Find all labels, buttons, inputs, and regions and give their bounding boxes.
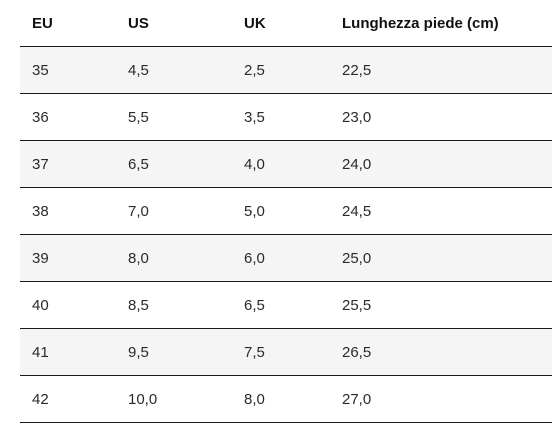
cell-foot-length: 24,5 (330, 187, 552, 235)
cell-us: 9,5 (116, 328, 232, 376)
cell-foot-length: 25,5 (330, 281, 552, 329)
table-row: 39 8,0 6,0 25,0 (20, 234, 552, 282)
header-row: EU US UK Lunghezza piede (cm) (20, 0, 552, 47)
cell-foot-length: 24,0 (330, 140, 552, 188)
cell-uk: 6,5 (232, 281, 330, 329)
cell-uk: 8,0 (232, 375, 330, 423)
cell-uk: 7,5 (232, 328, 330, 376)
cell-eu: 38 (20, 187, 116, 235)
cell-eu: 40 (20, 281, 116, 329)
cell-foot-length: 27,0 (330, 375, 552, 423)
cell-foot-length: 23,0 (330, 93, 552, 141)
cell-uk: 2,5 (232, 46, 330, 94)
table-row: 40 8,5 6,5 25,5 (20, 281, 552, 329)
cell-eu: 39 (20, 234, 116, 282)
header-us: US (116, 0, 232, 47)
cell-foot-length: 25,0 (330, 234, 552, 282)
cell-us: 10,0 (116, 375, 232, 423)
cell-eu: 36 (20, 93, 116, 141)
header-eu: EU (20, 0, 116, 47)
size-chart-table: EU US UK Lunghezza piede (cm) 35 4,5 2,5… (20, 0, 552, 423)
cell-us: 5,5 (116, 93, 232, 141)
table-header: EU US UK Lunghezza piede (cm) (20, 0, 552, 47)
cell-eu: 37 (20, 140, 116, 188)
cell-eu: 42 (20, 375, 116, 423)
cell-eu: 35 (20, 46, 116, 94)
cell-uk: 5,0 (232, 187, 330, 235)
table-row: 42 10,0 8,0 27,0 (20, 375, 552, 423)
cell-foot-length: 26,5 (330, 328, 552, 376)
table-row: 36 5,5 3,5 23,0 (20, 93, 552, 141)
table-body: 35 4,5 2,5 22,5 36 5,5 3,5 23,0 37 6,5 4… (20, 46, 552, 423)
cell-us: 4,5 (116, 46, 232, 94)
cell-us: 8,0 (116, 234, 232, 282)
cell-foot-length: 22,5 (330, 46, 552, 94)
cell-us: 8,5 (116, 281, 232, 329)
cell-uk: 3,5 (232, 93, 330, 141)
header-foot-length: Lunghezza piede (cm) (330, 0, 552, 47)
cell-us: 7,0 (116, 187, 232, 235)
table-row: 35 4,5 2,5 22,5 (20, 46, 552, 94)
cell-uk: 6,0 (232, 234, 330, 282)
table-row: 37 6,5 4,0 24,0 (20, 140, 552, 188)
table-row: 38 7,0 5,0 24,5 (20, 187, 552, 235)
cell-us: 6,5 (116, 140, 232, 188)
cell-uk: 4,0 (232, 140, 330, 188)
header-uk: UK (232, 0, 330, 47)
table-row: 41 9,5 7,5 26,5 (20, 328, 552, 376)
cell-eu: 41 (20, 328, 116, 376)
